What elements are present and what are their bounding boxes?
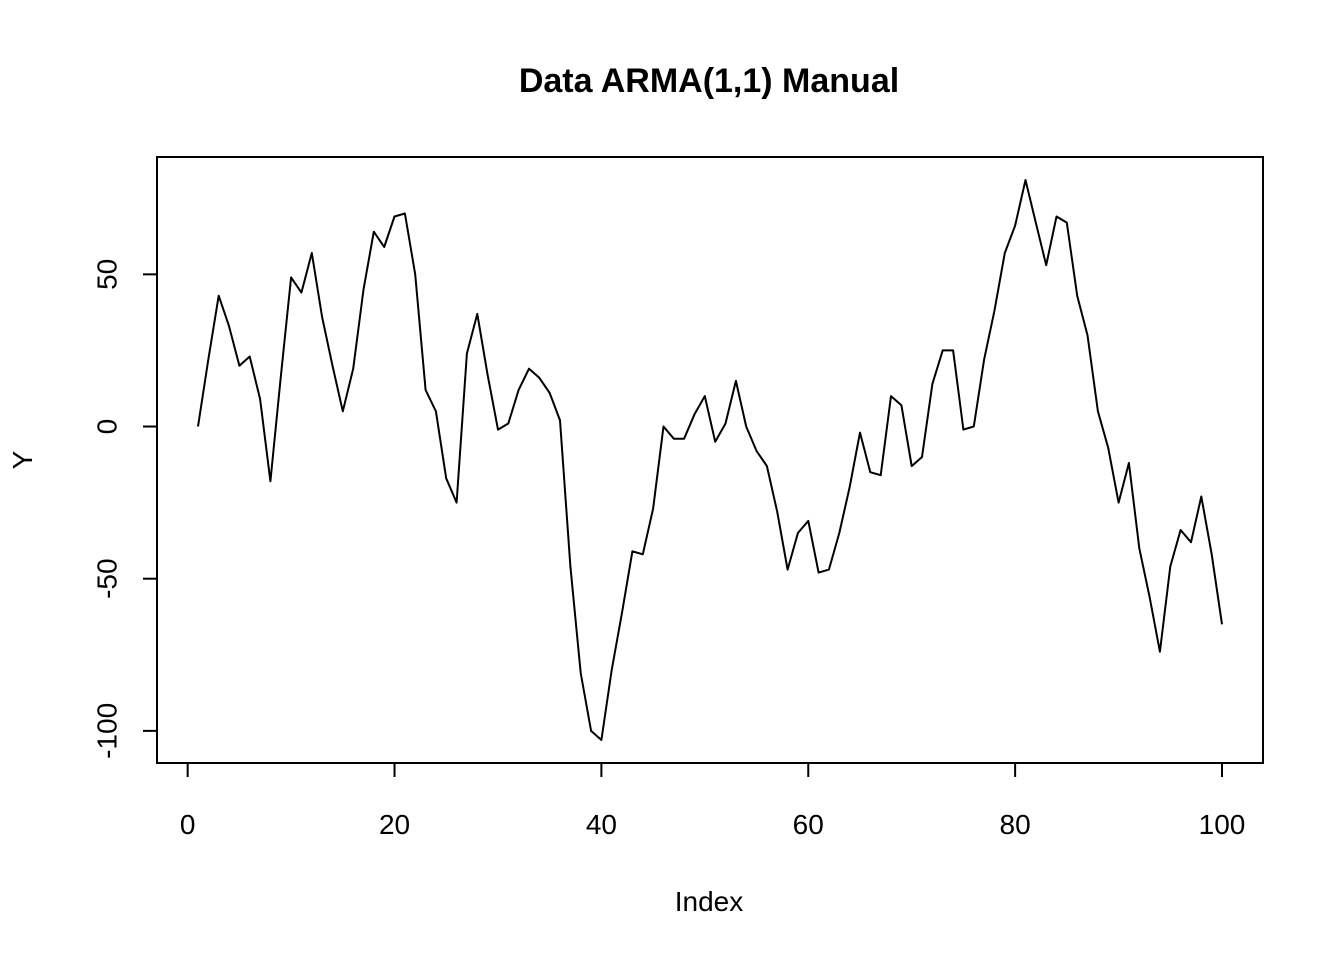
x-tick-label: 20 (379, 809, 410, 840)
x-tick-label: 80 (1000, 809, 1031, 840)
y-tick-label: -50 (91, 558, 122, 598)
x-tick-label: 40 (586, 809, 617, 840)
x-axis-title: Index (675, 886, 744, 917)
y-axis-title: Y (7, 450, 38, 469)
x-tick-label: 0 (180, 809, 196, 840)
y-axis: -100 -50 0 50 (91, 259, 158, 759)
series-line (197, 179, 1223, 741)
series-layer (197, 179, 1223, 741)
y-tick-label: 0 (91, 419, 122, 435)
y-tick-label: -100 (91, 703, 122, 759)
y-tick-label: 50 (91, 259, 122, 290)
x-tick-label: 60 (793, 809, 824, 840)
x-axis: 0 20 40 60 80 100 (180, 762, 1246, 840)
plot-frame (156, 156, 1264, 764)
chart-title: Data ARMA(1,1) Manual (519, 62, 899, 100)
x-tick-label: 100 (1199, 809, 1246, 840)
